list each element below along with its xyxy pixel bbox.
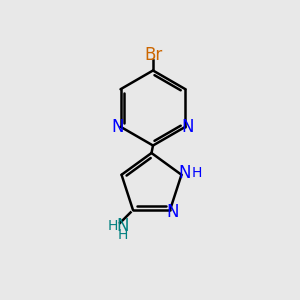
Text: Br: Br (144, 46, 162, 64)
Text: H: H (191, 166, 202, 180)
Text: N: N (116, 217, 129, 235)
Text: H: H (108, 220, 118, 233)
Text: N: N (167, 203, 179, 221)
Text: H: H (117, 229, 128, 242)
Text: N: N (179, 164, 191, 182)
Text: N: N (112, 118, 124, 136)
Text: N: N (182, 118, 194, 136)
